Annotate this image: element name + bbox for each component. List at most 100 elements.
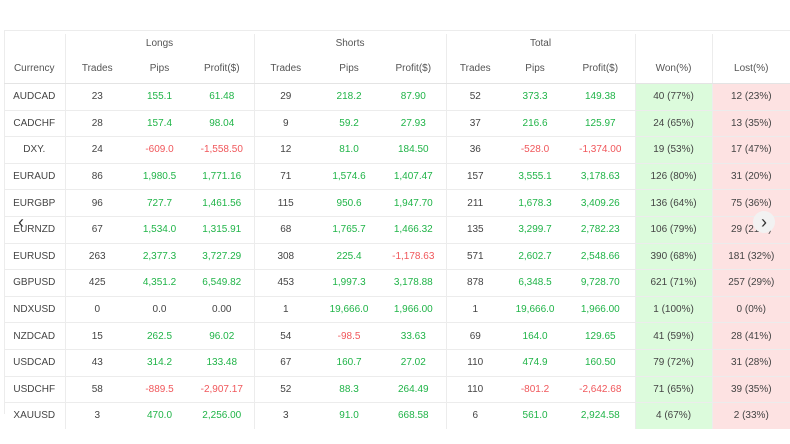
group-shorts: Shorts <box>254 34 447 53</box>
cell-total-pips: -801.2 <box>504 376 567 404</box>
cell-total-pips: 474.9 <box>504 349 567 377</box>
cell-currency: XAUUSD <box>4 402 66 429</box>
cell-lost: 39 (35%) <box>712 376 790 404</box>
cell-long-profit: 1,315.91 <box>190 216 255 244</box>
cell-short-profit: -1,178.63 <box>381 243 447 271</box>
stats-table: Longs Shorts Total Currency Trades Pips … <box>4 34 790 429</box>
cell-lost: 31 (28%) <box>712 349 790 377</box>
table-row: USDCHF 58 -889.5 -2,907.17 52 88.3 264.49 110 -8… <box>4 376 790 404</box>
cell-currency: USDCHF <box>4 376 66 404</box>
cell-total-pips: 6,348.5 <box>504 269 567 297</box>
cell-short-trades: 3 <box>283 410 289 422</box>
cell-short-pips: 950.6 <box>317 189 382 217</box>
cell-total-trades: 571 <box>446 243 505 271</box>
cell-short-profit: 87.90 <box>381 83 447 111</box>
cell-short-trades: 54 <box>254 322 318 350</box>
cell-won: 126 (80%) <box>635 163 713 191</box>
cell-short-profit: 668.58 <box>381 402 447 429</box>
cell-long-pips: 0.0 <box>129 296 190 324</box>
cell-won: 106 (79%) <box>635 216 713 244</box>
cell-short-trades: 453 <box>254 269 318 297</box>
cell-currency: GBPUSD <box>4 269 66 297</box>
cell-total-pips: 164.0 <box>504 322 567 350</box>
col-total-pips[interactable]: Pips <box>504 53 567 84</box>
cell-total-profit: 2,924.58 <box>566 402 636 429</box>
cell-long-trades: 58 <box>65 376 129 404</box>
table-row: XAUUSD 3 470.0 2,256.00 3 91.0 668.58 6 561.0 2,9… <box>4 402 790 429</box>
cell-long-pips: 1,534.0 <box>129 216 190 244</box>
cell-short-trades: 9 <box>254 110 318 138</box>
cell-total-trades: 69 <box>446 322 505 350</box>
cell-short-profit: 1,407.47 <box>381 163 447 191</box>
cell-won: 621 (71%) <box>635 269 713 297</box>
cell-long-profit: 133.48 <box>190 349 255 377</box>
cell-total-profit: 3,409.26 <box>566 189 636 217</box>
cell-currency: EURGBP <box>4 189 66 217</box>
cell-long-trades: 0 <box>65 296 129 324</box>
cell-short-pips: 88.3 <box>317 376 382 404</box>
col-won[interactable]: Won(%) <box>635 53 713 84</box>
cell-currency: EURUSD <box>4 243 66 271</box>
cell-short-trades: 308 <box>254 243 318 271</box>
cell-lost: 2 (33%) <box>712 402 790 429</box>
cell-long-pips: 314.2 <box>129 349 190 377</box>
cell-long-profit: 1,771.16 <box>190 163 255 191</box>
cell-total-pips: 373.3 <box>504 83 567 111</box>
scroll-left-button[interactable]: ‹ <box>10 211 32 233</box>
col-total-trades[interactable]: Trades <box>446 53 505 84</box>
cell-total-profit: 149.38 <box>566 83 636 111</box>
cell-long-trades: 67 <box>65 216 129 244</box>
cell-total-profit: -2,642.68 <box>566 376 636 404</box>
chevron-right-icon: › <box>761 211 767 232</box>
cell-currency: AUDCAD <box>4 83 66 111</box>
col-long-profit[interactable]: Profit($) <box>190 53 255 84</box>
cell-lost: 181 (32%) <box>712 243 790 271</box>
cell-short-pips: 59.2 <box>317 110 382 138</box>
col-short-profit[interactable]: Profit($) <box>381 53 447 84</box>
cell-total-pips: 561.0 <box>522 410 548 422</box>
col-long-trades[interactable]: Trades <box>65 53 129 84</box>
col-short-trades[interactable]: Trades <box>254 53 318 84</box>
cell-total-trades: 52 <box>446 83 505 111</box>
cell-short-pips: 160.7 <box>317 349 382 377</box>
cell-long-pips: 470.0 <box>146 410 173 422</box>
cell-short-pips: -98.5 <box>317 322 382 350</box>
cell-short-profit: 184.50 <box>381 136 447 164</box>
cell-long-profit: -1,558.50 <box>190 136 255 164</box>
cell-total-pips: 3,555.1 <box>504 163 567 191</box>
cell-total-trades: 6 <box>472 410 479 422</box>
cell-total-profit: 125.97 <box>566 110 636 138</box>
cell-short-trades: 29 <box>254 83 318 111</box>
cell-long-pips: 727.7 <box>129 189 190 217</box>
cell-short-trades: 1 <box>254 296 318 324</box>
cell-won: 24 (65%) <box>635 110 713 138</box>
cell-short-pips: 19,666.0 <box>317 296 382 324</box>
cell-long-trades: 96 <box>65 189 129 217</box>
table-row: NDXUSD 0 0.0 0.00 1 19,666.0 1,966.00 1 19,666.0… <box>4 296 790 324</box>
cell-long-pips: 155.1 <box>129 83 190 111</box>
cell-long-trades: 43 <box>65 349 129 377</box>
cell-currency: CADCHF <box>4 110 66 138</box>
col-currency[interactable]: Currency <box>4 53 66 84</box>
cell-long-profit: 0.00 <box>190 296 255 324</box>
cell-long-trades: 28 <box>65 110 129 138</box>
table-row: GBPUSD 425 4,351.2 6,549.82 453 1,997.3 3,178.… <box>4 269 790 297</box>
cell-long-profit: 6,549.82 <box>190 269 255 297</box>
cell-short-trades: 68 <box>254 216 318 244</box>
scroll-right-button[interactable]: › <box>753 211 775 233</box>
table-row: CADCHF 28 157.4 98.04 9 59.2 27.93 37 216.6 125.9… <box>4 110 790 138</box>
col-short-pips[interactable]: Pips <box>317 53 382 84</box>
cell-long-pips: -609.0 <box>129 136 190 164</box>
cell-won: 41 (59%) <box>635 322 713 350</box>
cell-currency: NDXUSD <box>4 296 66 324</box>
col-total-profit[interactable]: Profit($) <box>566 53 636 84</box>
cell-total-profit: 2,548.66 <box>566 243 636 271</box>
cell-won: 1 (100%) <box>635 296 713 324</box>
col-long-pips[interactable]: Pips <box>129 53 190 84</box>
chevron-left-icon: ‹ <box>18 211 24 232</box>
table-row: USDCAD 43 314.2 133.48 67 160.7 27.02 110 474.9 1… <box>4 349 790 377</box>
group-lost-spacer <box>712 34 790 53</box>
col-lost[interactable]: Lost(%) <box>712 53 790 84</box>
cell-short-profit: 3,178.88 <box>381 269 447 297</box>
cell-long-profit: 96.02 <box>190 322 255 350</box>
